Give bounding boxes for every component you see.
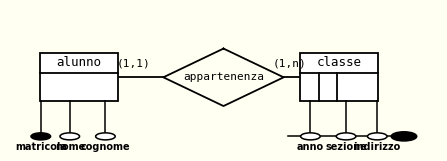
Text: sezione: sezione [325, 142, 367, 152]
Circle shape [300, 133, 320, 140]
FancyBboxPatch shape [300, 53, 378, 101]
Circle shape [367, 133, 387, 140]
Text: classe: classe [317, 57, 362, 69]
Circle shape [391, 132, 417, 141]
FancyBboxPatch shape [40, 53, 118, 101]
Text: matricola: matricola [15, 142, 67, 152]
Text: indirizzo: indirizzo [354, 142, 401, 152]
Text: cognome: cognome [80, 142, 130, 152]
Circle shape [60, 133, 80, 140]
Text: nome: nome [55, 142, 85, 152]
Text: anno: anno [297, 142, 324, 152]
Text: (1,n): (1,n) [273, 59, 306, 69]
Text: (1,1): (1,1) [117, 59, 151, 69]
Text: appartenenza: appartenenza [183, 72, 264, 82]
Text: alunno: alunno [56, 57, 101, 69]
Circle shape [336, 133, 356, 140]
Circle shape [31, 133, 51, 140]
Circle shape [96, 133, 115, 140]
